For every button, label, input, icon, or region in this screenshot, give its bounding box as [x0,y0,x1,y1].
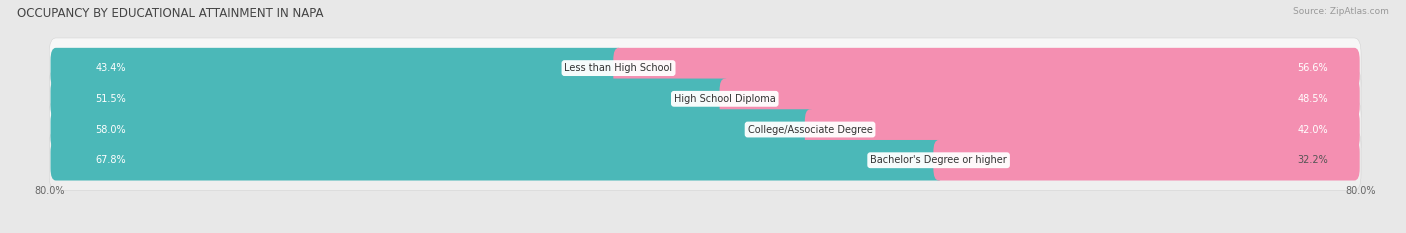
Text: Less than High School: Less than High School [564,63,672,73]
Text: OCCUPANCY BY EDUCATIONAL ATTAINMENT IN NAPA: OCCUPANCY BY EDUCATIONAL ATTAINMENT IN N… [17,7,323,20]
FancyBboxPatch shape [49,130,1361,190]
Text: Source: ZipAtlas.com: Source: ZipAtlas.com [1294,7,1389,16]
Text: 43.4%: 43.4% [96,63,125,73]
FancyBboxPatch shape [720,79,1360,119]
FancyBboxPatch shape [804,109,1360,150]
FancyBboxPatch shape [49,69,1361,129]
FancyBboxPatch shape [49,38,1361,98]
FancyBboxPatch shape [51,140,943,181]
FancyBboxPatch shape [51,79,730,119]
Text: 51.5%: 51.5% [96,94,127,104]
Text: College/Associate Degree: College/Associate Degree [748,124,873,134]
FancyBboxPatch shape [934,140,1360,181]
Text: 48.5%: 48.5% [1298,94,1329,104]
Text: Bachelor's Degree or higher: Bachelor's Degree or higher [870,155,1007,165]
FancyBboxPatch shape [613,48,1360,88]
FancyBboxPatch shape [51,109,815,150]
Text: 67.8%: 67.8% [96,155,125,165]
Text: 32.2%: 32.2% [1298,155,1329,165]
Text: 56.6%: 56.6% [1298,63,1329,73]
Text: High School Diploma: High School Diploma [673,94,776,104]
FancyBboxPatch shape [49,99,1361,160]
Text: 58.0%: 58.0% [96,124,125,134]
Text: 42.0%: 42.0% [1298,124,1329,134]
FancyBboxPatch shape [51,48,624,88]
